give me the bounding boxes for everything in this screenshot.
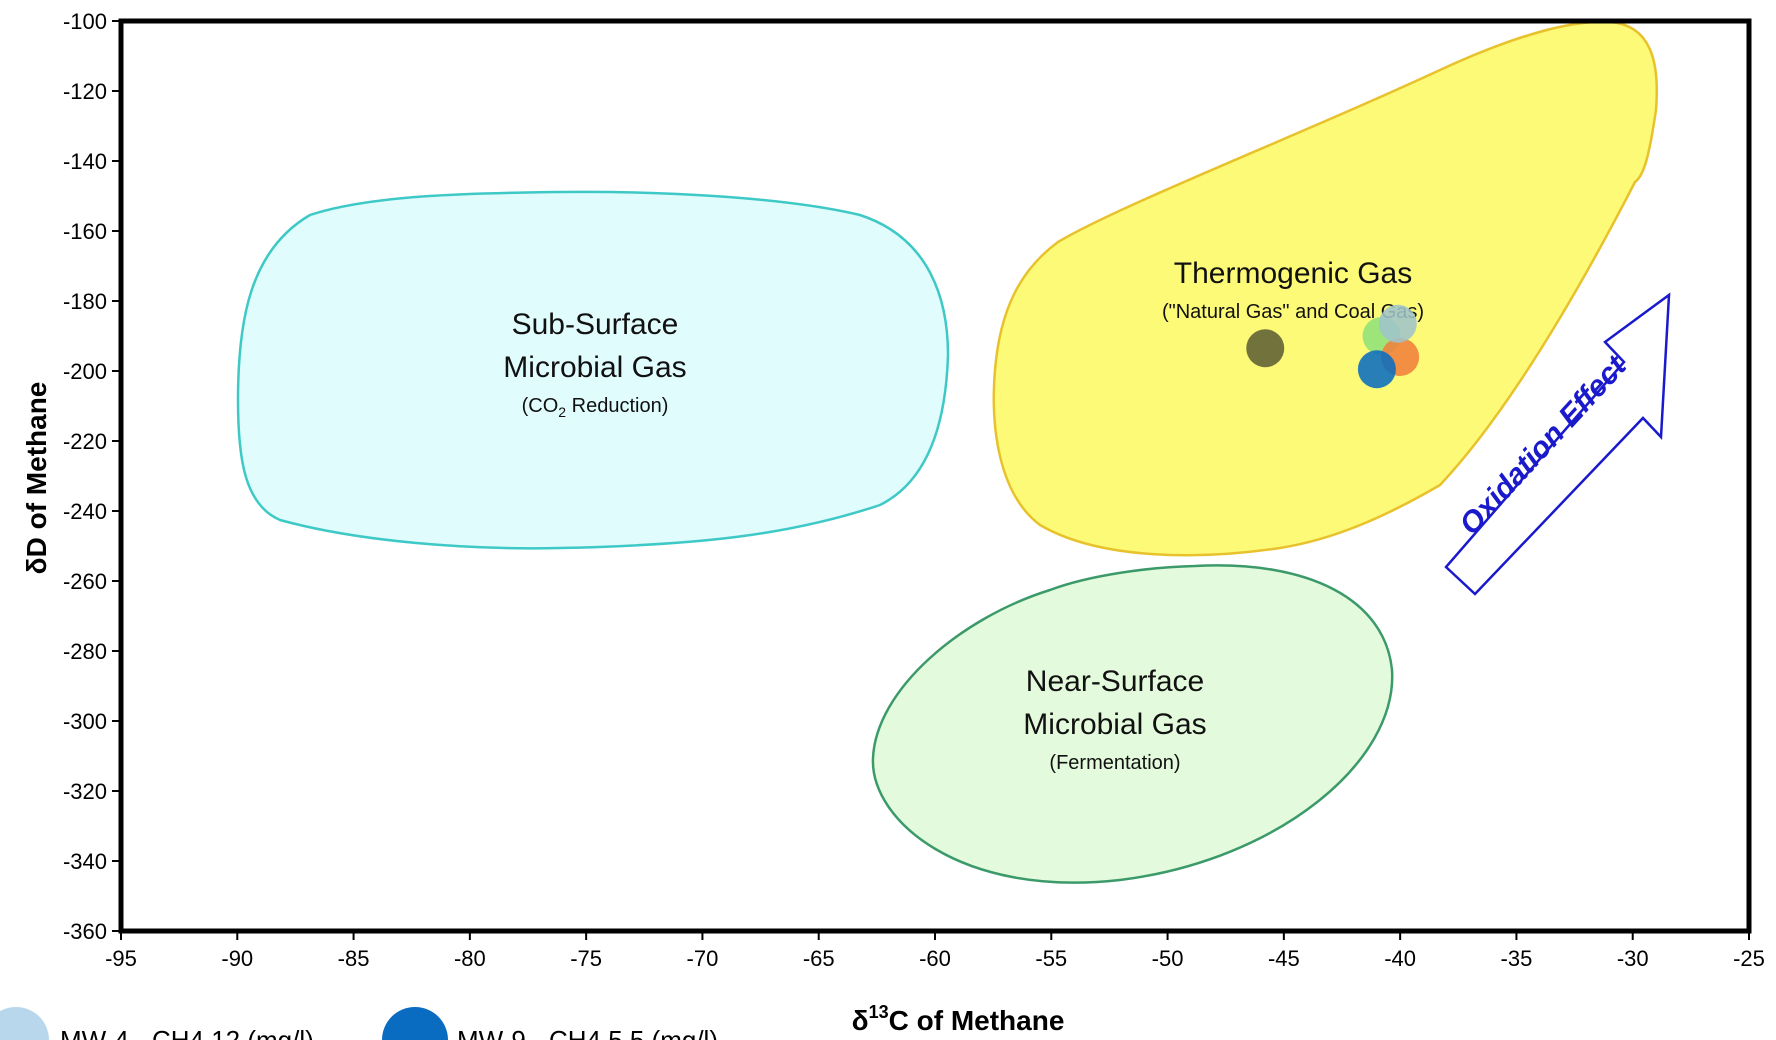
legend-item: MW-4 - CH4 12 (mg/l)	[0, 1007, 314, 1040]
region-sub-surface-shape	[236, 190, 950, 550]
region-near-surface-subtitle: (Fermentation)	[1049, 752, 1180, 774]
region-near-surface-shape	[871, 564, 1394, 884]
region-thermogenic-shape	[992, 20, 1659, 557]
region-sub-surface-title-line: Sub-Surface	[512, 308, 679, 341]
data-point	[1357, 350, 1396, 389]
y-tick-label: -120	[63, 79, 107, 104]
legend-marker	[0, 1007, 49, 1040]
x-axis: -95 -90 -85 -80 -75 -70 -65 -60 -55 -50 -45 -40 -35 -…	[105, 931, 1765, 971]
y-tick-label: -160	[63, 219, 107, 244]
data-point	[1246, 329, 1285, 368]
data-points	[1246, 304, 1420, 389]
x-tick-label: -55	[1035, 946, 1067, 971]
y-axis: -100 -120 -140 -160 -180 -200 -220 -240 -260 -280…	[63, 9, 121, 944]
legend-label: MW-4 - CH4 12 (mg/l)	[60, 1025, 314, 1040]
y-tick-label: -280	[63, 639, 107, 664]
regions: Sub-Surface Microbial Gas (CO2 Reduction) T…	[236, 20, 1659, 884]
legend: MW-4 - CH4 12 (mg/l) MW-9 - CH4 5.5 (mg/l…	[0, 1007, 718, 1040]
region-near-surface: Near-Surface Microbial Gas (Fermentation)	[871, 564, 1394, 884]
y-tick-label: -360	[63, 919, 107, 944]
x-axis-title-superscript: 13	[869, 1002, 889, 1022]
y-tick-label: -320	[63, 779, 107, 804]
legend-item: MW-9 - CH4 5.5 (mg/l)	[382, 1007, 718, 1040]
x-tick-label: -75	[570, 946, 602, 971]
y-tick-label: -140	[63, 149, 107, 174]
x-tick-label: -50	[1152, 946, 1184, 971]
x-tick-label: -30	[1617, 946, 1649, 971]
x-tick-label: -80	[454, 946, 486, 971]
legend-label: MW-9 - CH4 5.5 (mg/l)	[457, 1025, 718, 1040]
region-sub-surface-subtitle: (CO2 Reduction)	[522, 395, 669, 420]
y-tick-label: -220	[63, 429, 107, 454]
x-tick-label: -25	[1733, 946, 1765, 971]
y-tick-label: -180	[63, 289, 107, 314]
region-thermogenic-subtitle: ("Natural Gas" and Coal Gas)	[1162, 301, 1424, 323]
y-tick-label: -300	[63, 709, 107, 734]
x-axis-title: δ13C of Methane	[852, 1002, 1065, 1036]
x-axis-title-prefix: δ	[852, 1005, 869, 1036]
x-tick-label: -90	[221, 946, 253, 971]
y-tick-label: -100	[63, 9, 107, 34]
region-sub-surface-title-line: Microbial Gas	[503, 351, 686, 384]
x-tick-label: -40	[1384, 946, 1416, 971]
y-tick-label: -200	[63, 359, 107, 384]
region-thermogenic-title-line: Thermogenic Gas	[1174, 257, 1412, 290]
x-tick-label: -65	[803, 946, 835, 971]
y-axis-title: δD of Methane	[21, 382, 52, 575]
y-tick-label: -340	[63, 849, 107, 874]
region-thermogenic: Thermogenic Gas ("Natural Gas" and Coal G…	[992, 20, 1659, 557]
x-tick-label: -45	[1268, 946, 1300, 971]
x-tick-label: -95	[105, 946, 137, 971]
x-tick-label: -70	[687, 946, 719, 971]
region-near-surface-title-line: Near-Surface	[1026, 665, 1204, 698]
data-point	[1378, 304, 1417, 343]
x-tick-label: -60	[919, 946, 951, 971]
legend-marker	[382, 1007, 448, 1040]
x-tick-label: -35	[1501, 946, 1533, 971]
y-tick-label: -240	[63, 499, 107, 524]
region-sub-surface: Sub-Surface Microbial Gas (CO2 Reduction)	[236, 190, 950, 550]
oxidation-arrow-shape	[1444, 292, 1671, 596]
region-near-surface-title-line: Microbial Gas	[1023, 708, 1206, 741]
y-tick-label: -260	[63, 569, 107, 594]
x-axis-title-rest: C of Methane	[889, 1005, 1065, 1036]
x-tick-label: -85	[338, 946, 370, 971]
